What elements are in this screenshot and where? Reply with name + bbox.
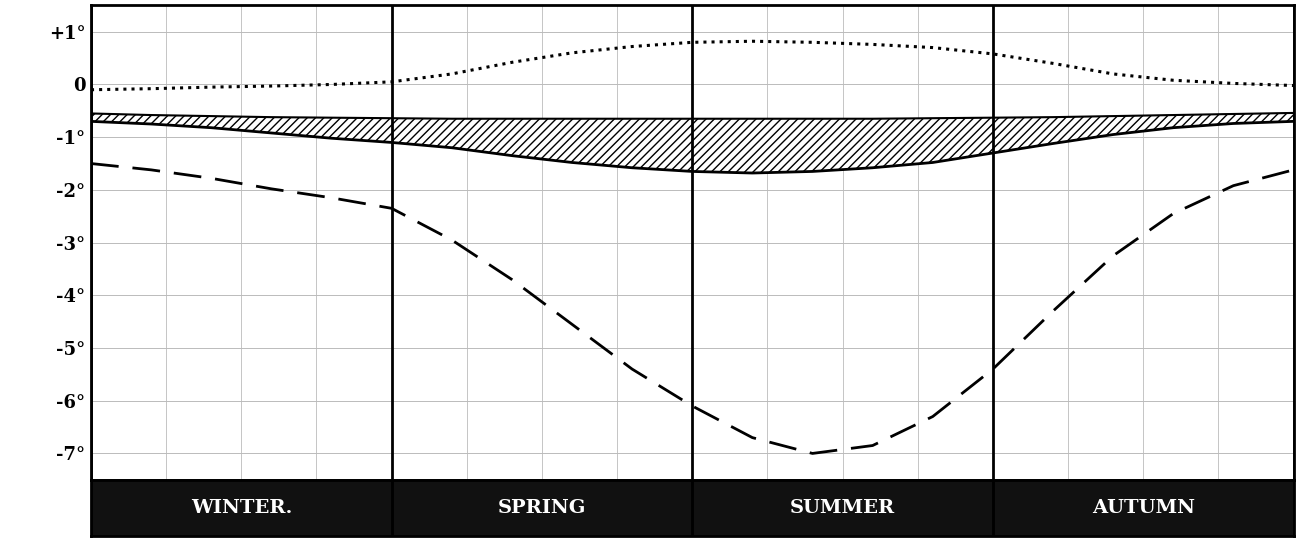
Text: SUMMER: SUMMER [790,499,896,517]
Text: SPRING: SPRING [498,499,586,517]
Text: AUTUMN: AUTUMN [1092,499,1195,517]
Text: WINTER.: WINTER. [191,499,292,517]
